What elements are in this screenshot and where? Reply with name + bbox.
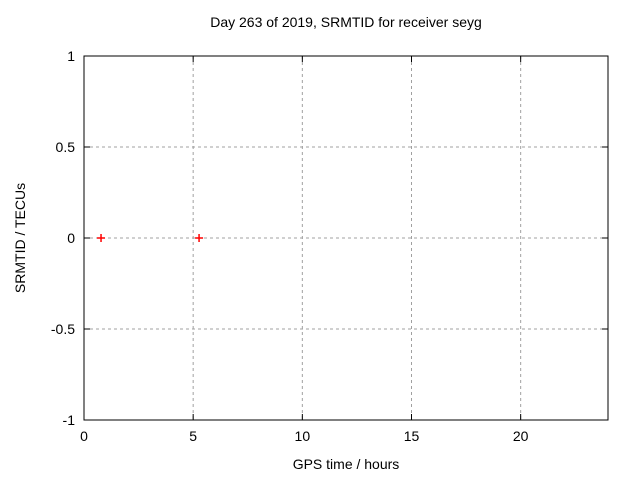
x-tick-label: 20 xyxy=(513,428,529,444)
y-tick-label: 0 xyxy=(67,230,75,246)
y-tick-label: 1 xyxy=(67,48,75,64)
y-tick-label: -0.5 xyxy=(51,321,75,337)
x-tick-label: 10 xyxy=(295,428,311,444)
chart-title: Day 263 of 2019, SRMTID for receiver sey… xyxy=(210,14,482,30)
x-axis-label: GPS time / hours xyxy=(293,456,400,472)
axes xyxy=(83,55,609,421)
data-point-marker xyxy=(97,234,106,242)
x-tick-label: 5 xyxy=(189,428,197,444)
x-tick-label: 0 xyxy=(80,428,88,444)
tick-labels: 0 5 10 15 20 -1 -0.5 0 0.5 1 xyxy=(51,48,529,444)
data-point-marker xyxy=(195,234,204,242)
gridlines xyxy=(84,56,608,420)
y-tick-label: 0.5 xyxy=(56,139,76,155)
y-axis-label: SRMTID / TECUs xyxy=(12,183,28,293)
x-tick-label: 15 xyxy=(404,428,420,444)
plot-border xyxy=(83,55,609,421)
data-points xyxy=(97,234,204,242)
y-tick-label: -1 xyxy=(63,412,76,428)
